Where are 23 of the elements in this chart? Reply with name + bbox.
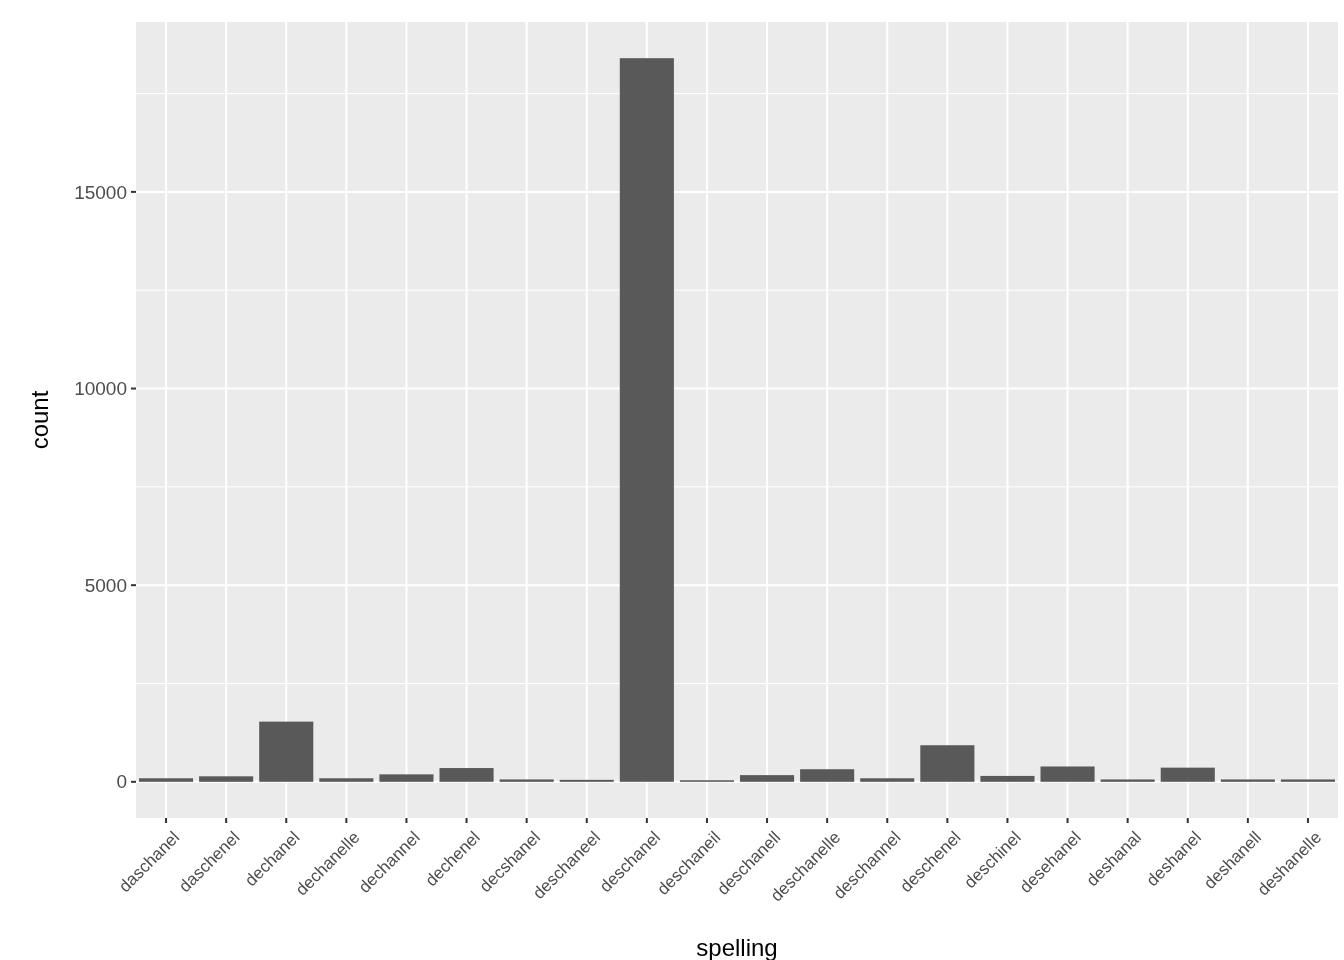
bar	[439, 768, 494, 782]
bar	[740, 775, 795, 782]
bar	[1220, 779, 1275, 782]
bar	[499, 779, 554, 782]
y-tick-label: 10000	[74, 378, 127, 400]
bar	[259, 721, 314, 782]
bar	[920, 745, 975, 782]
bar	[800, 769, 855, 782]
bar	[199, 776, 254, 782]
bar	[1280, 779, 1335, 782]
bar	[619, 58, 674, 782]
bar	[139, 778, 194, 782]
bar	[319, 778, 374, 782]
y-axis-title: count	[26, 390, 53, 450]
bar	[1160, 767, 1215, 782]
bar	[379, 774, 434, 782]
bar	[860, 778, 915, 782]
bar	[1100, 779, 1155, 782]
y-tick-label: 15000	[74, 181, 127, 203]
y-tick-label: 0	[116, 771, 127, 793]
bar	[1040, 766, 1095, 782]
y-tick-label: 5000	[84, 574, 127, 596]
bar	[980, 775, 1035, 782]
